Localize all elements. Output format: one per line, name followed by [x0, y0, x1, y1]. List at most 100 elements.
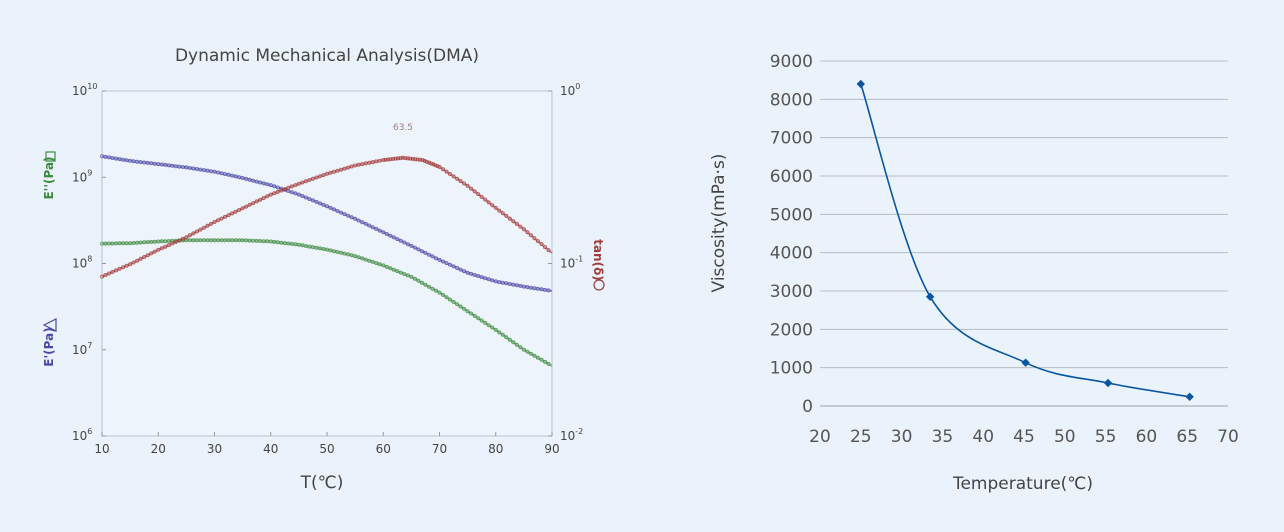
dma-data-point [539, 357, 544, 362]
dma-data-point [377, 158, 382, 163]
dma-data-point [433, 163, 438, 168]
dma-data-point [370, 160, 375, 165]
dma-data-point [244, 204, 249, 209]
dma-data-point [437, 290, 442, 295]
dma-data-point [131, 240, 136, 245]
dma-chart: Dynamic Mechanical Analysis(DMA) 10 20 30 4… [42, 46, 605, 493]
dma-data-point [346, 165, 351, 170]
viscosity-data-point [1103, 378, 1113, 388]
dma-data-point [310, 245, 315, 250]
dma-data-point [497, 330, 502, 335]
dma-x-tick-label: 70 [432, 442, 447, 456]
dma-data-point [110, 155, 115, 160]
dma-data-point [409, 243, 414, 248]
dma-series-tan_delta [100, 155, 553, 279]
dma-data-point [486, 200, 491, 205]
dma-data-point [367, 223, 372, 228]
viscosity-x-tick-label: 50 [1054, 427, 1076, 447]
dma-y-tick-base: 10 [72, 343, 87, 357]
dma-data-point [293, 191, 298, 196]
dma-data-point [321, 173, 326, 178]
dma-data-point [198, 167, 203, 172]
dma-data-point [518, 345, 523, 350]
dma-data-point [349, 253, 354, 258]
dma-data-point [152, 249, 157, 254]
dma-data-point [521, 347, 526, 352]
dma-data-point [465, 270, 470, 275]
dma-data-point [279, 188, 284, 193]
dma-data-point [426, 284, 431, 289]
dma-data-point [219, 216, 224, 221]
dma-data-point [483, 320, 488, 325]
dma-data-point [282, 187, 287, 192]
dma-data-point [437, 164, 442, 169]
dma-data-point [422, 158, 427, 163]
dma-data-point [367, 258, 372, 263]
dma-data-point [363, 221, 368, 226]
viscosity-y-tick-label: 5000 [770, 205, 813, 225]
circle-marker-icon [593, 279, 605, 291]
dma-data-point [194, 229, 199, 234]
dma-data-point [504, 213, 509, 218]
dma-y-tick-label: 108 [72, 255, 92, 271]
dma-data-point [455, 265, 460, 270]
dma-data-point [462, 269, 467, 274]
dma-data-point [500, 211, 505, 216]
dma-data-point [444, 261, 449, 266]
dma-data-point [408, 156, 413, 161]
dma-data-point [543, 359, 548, 364]
viscosity-data-point [856, 79, 865, 89]
viscosity-x-tick-label: 70 [1217, 427, 1239, 447]
dma-y-tick-base: 10 [72, 429, 87, 443]
dma-data-point [444, 295, 449, 300]
viscosity-y-tick-label: 8000 [770, 90, 813, 110]
dma-data-point [405, 156, 410, 161]
dma-data-point [349, 164, 354, 169]
dma-data-point [447, 171, 452, 176]
dma-data-point [300, 180, 305, 185]
dma-data-point [339, 210, 344, 215]
dma-data-point [539, 242, 544, 247]
dma-data-point [244, 176, 249, 181]
dma-y-tick-label: 109 [72, 168, 92, 184]
dma-data-point [208, 221, 213, 226]
dma-data-point [114, 268, 119, 273]
dma-data-point [514, 342, 519, 347]
dma-data-point [268, 192, 273, 197]
dma-y2-tick-base: 10 [560, 84, 575, 98]
dma-data-point [310, 198, 315, 203]
dma-data-point [152, 161, 157, 166]
dma-data-point [455, 176, 460, 181]
dma-data-point [296, 192, 301, 197]
dma-data-point [237, 207, 242, 212]
viscosity-y-tick-label: 3000 [770, 282, 813, 302]
dma-data-point [476, 273, 481, 278]
dma-data-point [395, 156, 400, 161]
viscosity-x-tick-label: 35 [932, 427, 954, 447]
dma-data-point [247, 177, 252, 182]
dma-y2-label: tan(δ) [591, 239, 605, 281]
dma-data-point [131, 159, 136, 164]
dma-data-point [138, 256, 143, 261]
dma-data-point [328, 205, 333, 210]
dma-data-point [184, 235, 189, 240]
dma-data-point [339, 167, 344, 172]
dma-data-point [504, 335, 509, 340]
viscosity-y-tick-label: 0 [802, 397, 813, 417]
dma-data-point [395, 237, 400, 242]
dma-data-point [479, 275, 484, 280]
dma-data-point [258, 180, 263, 185]
dma-data-point [507, 337, 512, 342]
dma-data-point [198, 238, 203, 243]
viscosity-x-tick-label: 40 [972, 427, 994, 447]
dma-data-point [511, 219, 516, 224]
dma-data-point [405, 242, 410, 247]
dma-x-tick-label: 30 [207, 442, 222, 456]
dma-data-point [444, 169, 449, 174]
dma-data-point [465, 309, 470, 314]
viscosity-y-tick-label: 6000 [770, 167, 813, 187]
dma-title: Dynamic Mechanical Analysis(DMA) [175, 46, 479, 66]
dma-y-tick-exp: 9 [87, 168, 92, 177]
dma-data-point [504, 281, 509, 286]
